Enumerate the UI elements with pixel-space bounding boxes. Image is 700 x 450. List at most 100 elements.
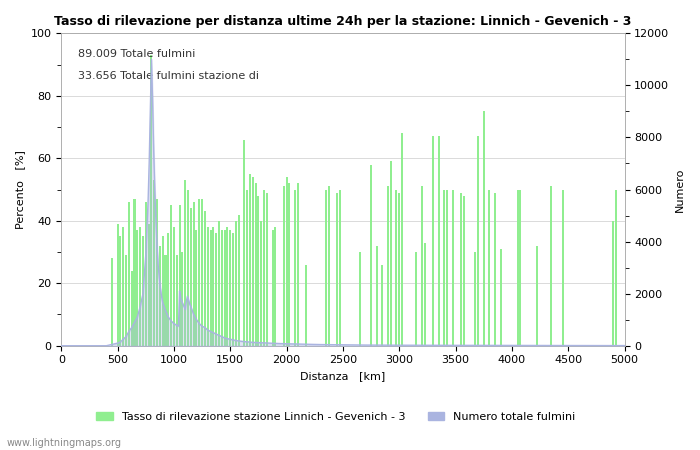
Bar [382, 265, 384, 346]
Bar [156, 199, 158, 346]
Bar [125, 255, 127, 346]
Bar [230, 230, 231, 346]
Bar [446, 189, 448, 346]
Bar [159, 246, 161, 346]
Bar [339, 189, 341, 346]
Bar [294, 189, 296, 346]
Bar [244, 140, 246, 346]
Bar [201, 199, 203, 346]
Bar [415, 252, 417, 346]
Bar [255, 183, 257, 346]
Bar [359, 252, 361, 346]
Bar [195, 230, 197, 346]
Bar [260, 221, 262, 346]
Bar [122, 227, 125, 346]
Bar [184, 180, 186, 346]
Bar [283, 186, 285, 346]
Bar [460, 193, 462, 346]
Bar [131, 271, 133, 346]
Bar [111, 258, 113, 346]
Bar [142, 236, 144, 346]
Bar [395, 189, 398, 346]
Bar [288, 183, 290, 346]
Bar [421, 186, 423, 346]
Bar [193, 202, 195, 346]
Bar [297, 183, 299, 346]
Bar [274, 227, 277, 346]
Bar [370, 165, 372, 346]
Bar [483, 112, 485, 346]
Bar [376, 246, 378, 346]
Bar [252, 177, 254, 346]
Bar [561, 189, 564, 346]
Bar [204, 212, 206, 346]
Bar [238, 215, 239, 346]
Bar [187, 189, 189, 346]
Bar [136, 230, 139, 346]
Bar [517, 189, 519, 346]
Bar [438, 136, 440, 346]
Bar [153, 180, 155, 346]
Bar [500, 249, 502, 346]
Bar [218, 221, 220, 346]
Bar [235, 221, 237, 346]
Bar [452, 189, 454, 346]
Bar [615, 189, 617, 346]
Bar [424, 243, 426, 346]
Bar [477, 136, 479, 346]
Bar [401, 133, 403, 346]
Bar [249, 174, 251, 346]
Title: Tasso di rilevazione per distanza ultime 24h per la stazione: Linnich - Gevenich: Tasso di rilevazione per distanza ultime… [55, 15, 631, 28]
Bar [266, 193, 268, 346]
Bar [128, 202, 130, 346]
Bar [550, 186, 552, 346]
Y-axis label: Percento   [%]: Percento [%] [15, 150, 25, 229]
Bar [134, 199, 136, 346]
Bar [432, 136, 434, 346]
Bar [212, 227, 214, 346]
Bar [612, 221, 615, 346]
Text: 89.009 Totale fulmini: 89.009 Totale fulmini [78, 49, 195, 59]
Y-axis label: Numero: Numero [675, 167, 685, 212]
Bar [178, 205, 181, 346]
Bar [167, 233, 169, 346]
Bar [328, 186, 330, 346]
Bar [148, 224, 150, 346]
Bar [475, 252, 476, 346]
Bar [263, 189, 265, 346]
Bar [443, 189, 445, 346]
Bar [336, 193, 338, 346]
Bar [145, 202, 147, 346]
Bar [139, 227, 141, 346]
Bar [272, 230, 274, 346]
Bar [463, 196, 465, 346]
Bar [215, 233, 217, 346]
Bar [162, 236, 164, 346]
Bar [286, 177, 288, 346]
Bar [232, 233, 234, 346]
Bar [494, 193, 496, 346]
Bar [117, 224, 118, 346]
Bar [198, 199, 200, 346]
Bar [190, 208, 192, 346]
Bar [176, 255, 178, 346]
Bar [223, 230, 225, 346]
Legend: Tasso di rilevazione stazione Linnich - Gevenich - 3, Numero totale fulmini: Tasso di rilevazione stazione Linnich - … [92, 408, 580, 427]
Bar [390, 162, 392, 346]
Bar [387, 186, 389, 346]
Bar [164, 255, 167, 346]
Bar [120, 236, 121, 346]
Bar [170, 205, 172, 346]
Bar [173, 227, 175, 346]
Bar [220, 230, 223, 346]
X-axis label: Distanza   [km]: Distanza [km] [300, 371, 386, 381]
Bar [246, 189, 248, 346]
Bar [226, 227, 228, 346]
Bar [489, 189, 491, 346]
Bar [305, 265, 307, 346]
Bar [398, 193, 400, 346]
Bar [325, 189, 327, 346]
Bar [536, 246, 538, 346]
Bar [181, 252, 183, 346]
Text: 33.656 Totale fulmini stazione di: 33.656 Totale fulmini stazione di [78, 71, 259, 81]
